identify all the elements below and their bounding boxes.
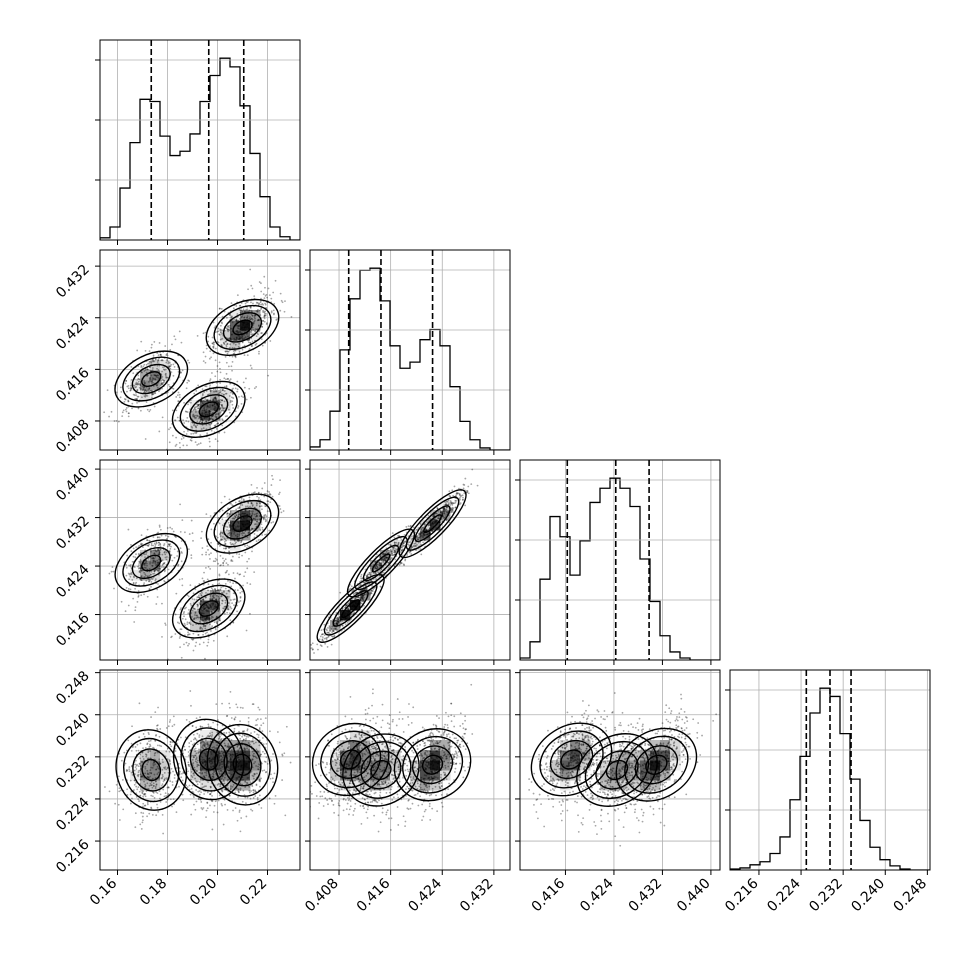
panel-1-0: 0.408 0.416 0.424 0.432 xyxy=(53,249,301,456)
panel-frame xyxy=(519,669,721,871)
y-tick-label: 0.416 xyxy=(53,610,93,650)
contours xyxy=(115,718,279,811)
panel-3-1: 0.408 0.416 0.424 0.432 xyxy=(302,669,511,916)
x-tick-label: 0.224 xyxy=(764,875,804,915)
y-tick-label: 0.240 xyxy=(53,710,93,750)
x-tick-label: 0.216 xyxy=(722,875,762,915)
y-tick-label: 0.408 xyxy=(53,416,93,456)
x-tick-label: 0.22 xyxy=(237,876,270,909)
y-tick-label: 0.432 xyxy=(53,262,93,302)
x-tick-label: 0.240 xyxy=(848,876,888,916)
panel-2-0: 0.416 0.424 0.432 0.440 xyxy=(53,459,301,665)
y-tick-label: 0.416 xyxy=(53,365,93,405)
scatter-points xyxy=(104,690,292,835)
histogram-step-line xyxy=(100,57,300,240)
y-tick-label: 0.432 xyxy=(53,513,93,553)
contours xyxy=(114,493,280,639)
panel-2-2 xyxy=(515,459,721,665)
panel-frame xyxy=(309,669,511,871)
x-tick-label: 0.416 xyxy=(529,875,569,915)
contours xyxy=(316,489,467,643)
x-tick-label: 0.16 xyxy=(87,875,120,908)
x-tick-label: 0.408 xyxy=(302,876,342,916)
panel-frame xyxy=(309,459,511,661)
panel-frame xyxy=(99,39,301,241)
histogram-step-line xyxy=(520,477,720,660)
panel-frame xyxy=(99,249,301,451)
contours xyxy=(311,722,472,807)
x-tick-label: 0.432 xyxy=(457,876,497,916)
histogram-0 xyxy=(100,57,300,240)
panel-0-0 xyxy=(95,39,301,245)
y-tick-label: 0.424 xyxy=(53,313,93,353)
panel-1-1 xyxy=(305,249,511,455)
x-tick-label: 0.18 xyxy=(137,876,170,909)
panel-frame xyxy=(99,669,301,871)
x-tick-label: 0.424 xyxy=(577,875,617,915)
x-tick-label: 0.232 xyxy=(806,876,846,916)
panel-frame xyxy=(729,669,931,871)
histogram-3 xyxy=(730,687,930,870)
panel-3-3: 0.216 0.224 0.232 0.240 0.248 xyxy=(722,669,931,916)
panel-3-2: 0.416 0.424 0.432 0.440 xyxy=(515,669,721,916)
scatter-points xyxy=(528,692,718,847)
histogram-step-line xyxy=(730,687,930,870)
density-map xyxy=(130,500,261,631)
contours xyxy=(530,722,698,807)
histogram-1 xyxy=(310,267,510,450)
y-tick-label: 0.216 xyxy=(53,837,93,877)
y-tick-label: 0.224 xyxy=(53,794,93,834)
x-tick-label: 0.248 xyxy=(891,876,931,916)
contours xyxy=(114,298,280,438)
y-tick-label: 0.248 xyxy=(53,668,93,708)
y-tick-label: 0.232 xyxy=(53,752,93,792)
panel-frame xyxy=(519,459,721,661)
x-tick-label: 0.440 xyxy=(674,876,714,916)
panel-frame xyxy=(309,249,511,451)
y-tick-label: 0.424 xyxy=(53,562,93,602)
x-tick-label: 0.424 xyxy=(405,875,445,915)
x-tick-label: 0.20 xyxy=(187,876,220,909)
y-tick-label: 0.440 xyxy=(53,465,93,505)
panel-3-0: 0.16 0.18 0.20 0.22 0.2160.2240.2320.2400.24… xyxy=(53,668,301,909)
histogram-2 xyxy=(520,477,720,660)
histogram-step-line xyxy=(310,267,510,450)
panel-frame xyxy=(99,459,301,661)
x-tick-label: 0.416 xyxy=(354,875,394,915)
x-tick-label: 0.432 xyxy=(626,876,666,916)
panel-2-1 xyxy=(305,459,511,665)
